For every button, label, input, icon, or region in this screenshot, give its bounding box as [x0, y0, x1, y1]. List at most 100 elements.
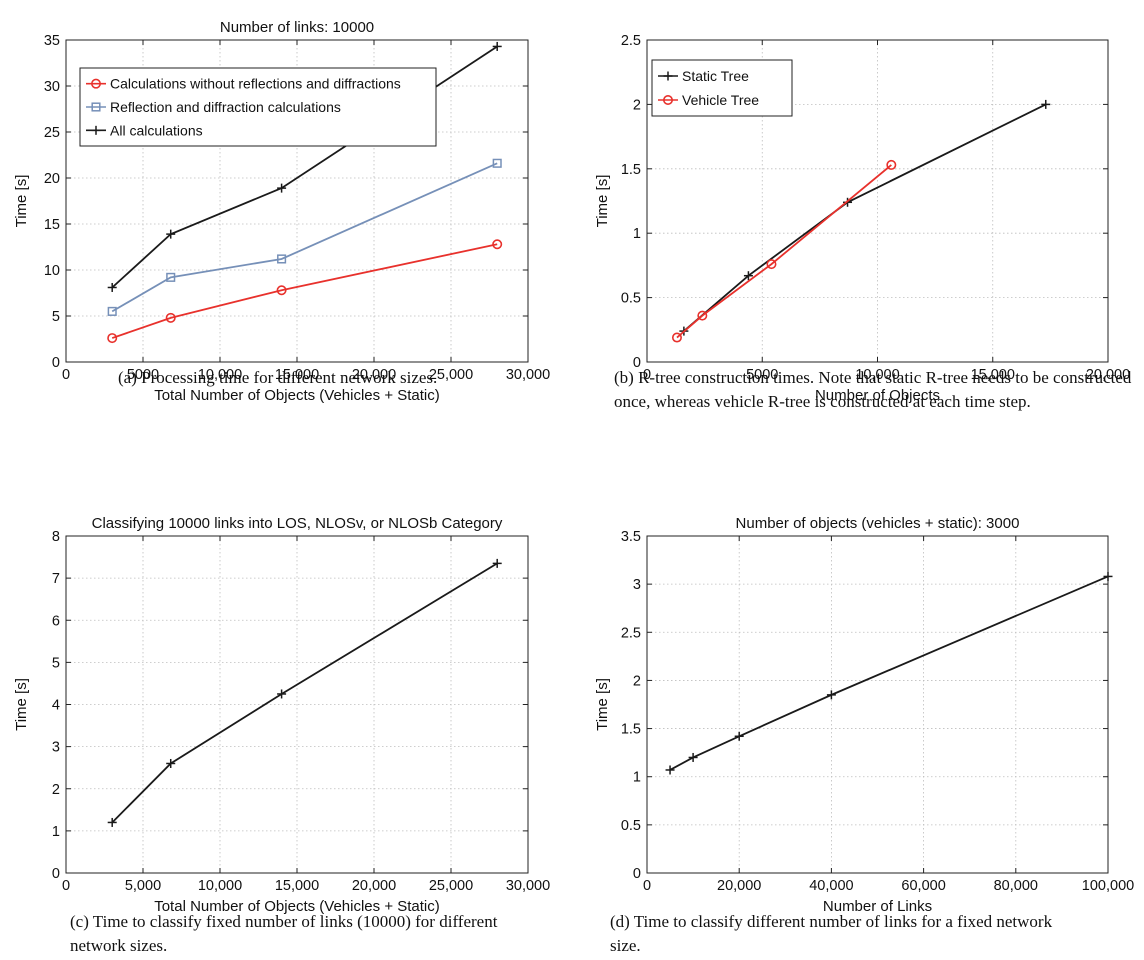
x-tick-label: 25,000: [429, 367, 473, 383]
y-tick-label: 5: [52, 309, 60, 325]
ticks-b: 0 5000 10,000 15,000 20,000 0 0.5 1 1.5 2 2.5: [621, 33, 1130, 383]
data-point: [107, 306, 117, 316]
y-axis-label-c: Time [s]: [13, 678, 30, 731]
y-tick-label: 0: [52, 355, 60, 371]
plot-area-d: [647, 536, 1108, 873]
chart-d-svg: 0 20,000 40,000 60,000 80,000 100,000 0 0.5 1 1.5…: [594, 515, 1134, 915]
legend-marker: [91, 78, 102, 89]
chart-panel-a: 0 5000 10,000 15,000 20,000 25,000 30,000 0 5 10 1…: [0, 0, 572, 420]
grid-d: [647, 536, 1108, 873]
caption-c: (c) Time to classify fixed number of lin…: [70, 912, 498, 955]
series-line: [676, 164, 892, 339]
series-a-1: [107, 158, 502, 316]
x-tick-label: 0: [62, 878, 70, 894]
y-tick-label: 0: [52, 866, 60, 882]
x-tick-label: 20,000: [352, 367, 396, 383]
y-tick-label: 1: [633, 770, 641, 786]
data-point: [886, 159, 897, 170]
x-tick-label: 60,000: [901, 878, 945, 894]
legend-label: Static Tree: [682, 68, 749, 84]
ticks-d: 0 20,000 40,000 60,000 80,000 100,000 0 0.5 1 1.5…: [621, 529, 1134, 894]
x-tick-label: 40,000: [809, 878, 853, 894]
series-b-1: [671, 159, 897, 343]
y-axis-label-b: Time [s]: [594, 175, 611, 228]
data-point: [107, 817, 117, 827]
y-tick-label: 30: [44, 79, 60, 95]
legend-label: Vehicle Tree: [682, 92, 759, 108]
legend-b: Static Tree Vehicle Tree: [651, 59, 793, 117]
series-line: [111, 562, 498, 824]
chart-panel-c: 0 5,000 10,000 15,000 20,000 25,000 30,000 0 1 2 3…: [0, 480, 572, 915]
x-tick-label: 20,000: [717, 878, 761, 894]
data-point: [276, 285, 287, 296]
x-tick-label: 10,000: [855, 367, 899, 383]
y-tick-label: 1: [633, 226, 641, 242]
y-tick-label: 1.5: [621, 162, 641, 178]
y-tick-label: 0.5: [621, 291, 641, 307]
data-point: [671, 332, 682, 343]
series-line: [683, 103, 1047, 332]
y-axis-label-d: Time [s]: [594, 678, 611, 731]
x-axis-label-b: Number of Objects: [815, 387, 940, 404]
data-point: [107, 333, 118, 344]
x-tick-label: 20,000: [1086, 367, 1130, 383]
x-tick-label: 10,000: [198, 878, 242, 894]
ticks-a: 0 5000 10,000 15,000 20,000 25,000 30,000 0 5 10 1…: [44, 33, 550, 383]
y-tick-label: 2.5: [621, 625, 641, 641]
legend-box: [651, 59, 793, 117]
legend-a: Calculations without reflections and dif…: [79, 67, 437, 147]
x-tick-label: 0: [643, 367, 651, 383]
y-tick-label: 0: [633, 355, 641, 371]
legend-marker: [91, 102, 101, 112]
data-point: [743, 271, 753, 281]
y-tick-label: 0: [633, 866, 641, 882]
x-tick-label: 20,000: [352, 878, 396, 894]
chart-panel-b: 0 5000 10,000 15,000 20,000 0 0.5 1 1.5 2 2.5 Numbe…: [572, 0, 1144, 420]
y-tick-label: 3: [52, 740, 60, 756]
data-point: [697, 310, 708, 321]
y-tick-label: 35: [44, 33, 60, 49]
y-tick-label: 8: [52, 529, 60, 545]
series-c-0: [107, 558, 502, 827]
data-point: [277, 183, 287, 193]
chart-title-a: Number of links: 10000: [220, 19, 374, 36]
x-tick-label: 0: [62, 367, 70, 383]
legend-label: Reflection and diffraction calculations: [110, 99, 341, 115]
data-point: [166, 272, 176, 282]
x-tick-label: 15,000: [275, 878, 319, 894]
x-tick-label: 5000: [127, 367, 159, 383]
data-point: [766, 259, 777, 270]
y-tick-label: 5: [52, 655, 60, 671]
x-tick-label: 100,000: [1082, 878, 1134, 894]
ticks-c: 0 5,000 10,000 15,000 20,000 25,000 30,000 0 1 2 3…: [52, 529, 550, 894]
x-tick-label: 5000: [746, 367, 778, 383]
x-axis-label-a: Total Number of Objects (Vehicles + Stat…: [154, 387, 440, 404]
data-point: [166, 758, 176, 768]
chart-title-d: Number of objects (vehicles + static): 3…: [736, 515, 1020, 532]
x-axis-label-d: Number of Links: [823, 898, 932, 915]
legend-marker: [663, 95, 674, 106]
y-tick-label: 2: [633, 673, 641, 689]
y-tick-label: 6: [52, 613, 60, 629]
x-axis-label-c: Total Number of Objects (Vehicles + Stat…: [154, 898, 440, 915]
data-point: [277, 254, 287, 264]
x-tick-label: 30,000: [506, 878, 550, 894]
legend-label: All calculations: [110, 122, 203, 138]
caption-a: (a) Processing time for different networ…: [118, 368, 438, 387]
x-tick-label: 15,000: [275, 367, 319, 383]
y-tick-label: 1.5: [621, 722, 641, 738]
data-point: [107, 282, 117, 292]
data-point: [665, 765, 675, 775]
series-line: [111, 243, 498, 339]
x-tick-label: 30,000: [506, 367, 550, 383]
x-tick-label: 0: [643, 878, 651, 894]
legend-marker: [91, 125, 101, 135]
data-point: [1103, 571, 1113, 581]
y-tick-label: 0.5: [621, 818, 641, 834]
series-line: [111, 162, 498, 313]
chart-panel-d: 0 20,000 40,000 60,000 80,000 100,000 0 0.5 1 1.5…: [572, 480, 1144, 915]
chart-title-c: Classifying 10000 links into LOS, NLOSv,…: [92, 515, 503, 532]
data-point: [492, 558, 502, 568]
data-point: [688, 752, 698, 762]
